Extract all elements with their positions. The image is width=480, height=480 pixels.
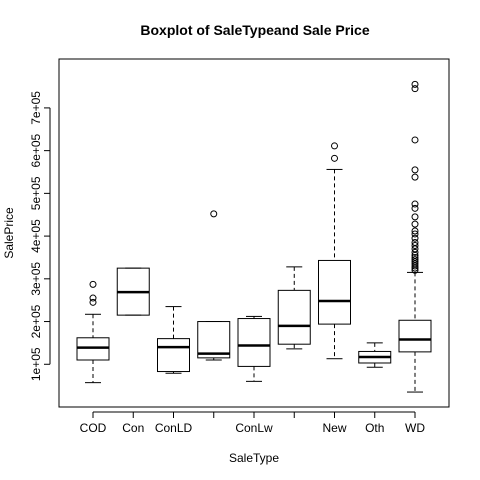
outlier-point <box>89 298 97 306</box>
y-axis: 1e+05 2e+05 3e+05 4e+05 5e+05 6e+05 7e+05 <box>29 91 51 381</box>
y-tick-label: 2e+05 <box>29 304 43 338</box>
outlier-point <box>411 241 419 249</box>
outlier-point <box>411 253 419 261</box>
chart-title: Boxplot of SaleTypeand Sale Price <box>140 22 369 38</box>
box-oth <box>358 342 392 368</box>
box-conlw <box>237 315 271 382</box>
y-tick-label: 1e+05 <box>29 347 43 381</box>
box-conld <box>157 306 190 374</box>
box-iqr <box>398 319 432 353</box>
outlier-point <box>411 173 419 181</box>
x-axis-label: SaleType <box>229 451 279 465</box>
outlier-point <box>411 230 419 238</box>
outlier-point <box>411 136 419 144</box>
boxes-layer <box>76 80 432 393</box>
outlier-point <box>411 256 419 264</box>
x-axis: COD Con ConLD ConLw New Oth WD <box>80 411 425 435</box>
box-conli <box>197 210 231 361</box>
outlier-point <box>210 210 218 218</box>
y-tick-label: 6e+05 <box>29 133 43 167</box>
box-iqr <box>157 338 190 373</box>
outlier-point <box>411 200 419 208</box>
x-tick-label: Con <box>122 421 144 435</box>
y-tick-label: 5e+05 <box>29 176 43 210</box>
outlier-point <box>411 213 419 221</box>
outlier-point <box>411 166 419 174</box>
box-iqr <box>318 259 351 325</box>
outlier-point <box>411 248 419 256</box>
outlier-point <box>411 80 419 88</box>
outlier-point <box>411 220 419 228</box>
outlier-point <box>411 204 419 212</box>
box-iqr <box>277 289 311 345</box>
y-axis-label: SalePrice <box>2 207 16 259</box>
outlier-point <box>89 294 97 302</box>
box-cod <box>76 280 110 384</box>
box-iqr <box>237 318 271 367</box>
outlier-point <box>89 280 97 288</box>
box-iqr <box>197 321 231 359</box>
outlier-point <box>411 239 419 246</box>
box-new <box>318 142 351 360</box>
box-iqr <box>76 337 110 361</box>
box-wd <box>398 80 432 393</box>
y-tick-label: 4e+05 <box>29 219 43 253</box>
outlier-point <box>411 85 419 93</box>
x-tick-label: ConLD <box>155 421 193 435</box>
outlier-point <box>331 154 338 162</box>
outlier-point <box>331 142 338 150</box>
x-tick-label: ConLw <box>235 421 273 435</box>
x-tick-label: New <box>322 421 346 435</box>
x-tick-label: Oth <box>365 421 384 435</box>
plot-frame <box>58 58 450 408</box>
x-tick-label: WD <box>405 421 425 435</box>
outlier-point <box>411 227 419 235</box>
y-tick-label: 7e+05 <box>29 91 43 125</box>
outlier-point <box>411 234 419 242</box>
x-tick-label: COD <box>80 421 107 435</box>
box-con <box>116 267 150 316</box>
y-tick-label: 3e+05 <box>29 262 43 296</box>
box-cwd <box>277 266 311 350</box>
